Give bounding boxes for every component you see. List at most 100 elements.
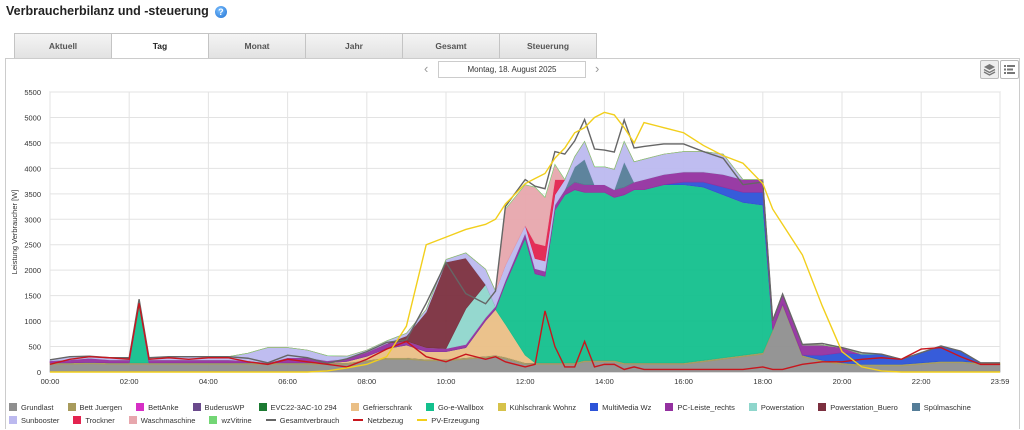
- y-axis-ticks: 0 500 1000 1500 2000 2500 3000 3500 4000 4500 5000…: [24, 88, 41, 377]
- legend-item[interactable]: BettAnke: [136, 403, 179, 412]
- legend-swatch: [192, 403, 201, 411]
- tab-monat[interactable]: Monat: [208, 33, 305, 59]
- date-display[interactable]: Montag, 18. August 2025: [438, 61, 586, 78]
- legend-label: Gesamtverbrauch: [279, 416, 340, 425]
- list-view-button[interactable]: [1000, 60, 1019, 79]
- legend-item[interactable]: Netzbezug: [353, 416, 403, 425]
- y-tick-label: 2000: [24, 266, 41, 275]
- legend-swatch: [590, 403, 599, 411]
- legend-swatch: [748, 403, 757, 411]
- line-gesamtverbrauch: [49, 117, 1000, 365]
- legend-item[interactable]: Gesamtverbrauch: [265, 416, 340, 425]
- legend-label: Powerstation: [760, 403, 805, 412]
- legend-label: BuderusWP: [204, 403, 245, 412]
- legend-item[interactable]: Go-e-Wallbox: [426, 403, 484, 412]
- y-tick-label: 4500: [24, 139, 41, 148]
- tab-steuerung[interactable]: Steuerung: [499, 33, 597, 59]
- legend-item[interactable]: Kühlschrank Wohnz: [497, 403, 577, 412]
- y-tick-label: 3000: [24, 215, 41, 224]
- help-icon[interactable]: ?: [214, 5, 227, 18]
- x-tick-label: 12:00: [516, 377, 535, 386]
- legend-label: Grundlast: [21, 403, 54, 412]
- x-tick-label: 20:00: [833, 377, 852, 386]
- legend-item[interactable]: Grundlast: [9, 403, 54, 412]
- line-pv-erzeugung: [50, 111, 1000, 373]
- legend-item[interactable]: Gefrierschrank: [350, 403, 413, 412]
- legend-swatch: [9, 416, 17, 424]
- line-netzbezug: [49, 303, 1000, 371]
- legend-swatch: [417, 419, 428, 421]
- x-tick-label: 04:00: [199, 377, 218, 386]
- legend-item[interactable]: BuderusWP: [192, 403, 245, 412]
- legend-label: Waschmaschine: [140, 416, 196, 425]
- legend-item[interactable]: Sunbooster: [9, 416, 59, 425]
- y-tick-label: 2500: [24, 241, 41, 250]
- x-tick-label: 06:00: [278, 377, 297, 386]
- legend-swatch: [128, 416, 137, 424]
- x-tick-label: 08:00: [357, 377, 376, 386]
- y-tick-label: 5500: [24, 88, 41, 97]
- y-axis-label: Leistung Verbraucher [W]: [10, 190, 19, 275]
- tab-tag[interactable]: Tag: [111, 33, 208, 59]
- y-tick-label: 4000: [24, 164, 41, 173]
- x-tick-label: 22:00: [912, 377, 931, 386]
- legend-label: Netzbezug: [367, 416, 404, 425]
- legend-swatch: [353, 419, 364, 421]
- legend-item[interactable]: MultiMedia Wz: [590, 403, 651, 412]
- legend-label: Bett Juergen: [79, 403, 123, 412]
- legend-swatch: [9, 403, 17, 411]
- legend-label: Spülmaschine: [923, 403, 971, 412]
- y-tick-label: 0: [37, 368, 41, 377]
- legend-item[interactable]: EVC22-3AC-10 294: [258, 403, 337, 412]
- legend-label: MultiMedia Wz: [602, 403, 652, 412]
- legend-label: PV-Erzeugung: [431, 416, 480, 425]
- x-axis-ticks: 00:00 02:00 04:00 06:00 08:00 10:00 12:00 14:00…: [41, 377, 1010, 386]
- consumption-chart: 0 500 1000 1500 2000 2500 3000 3500 4000 4500 5000…: [10, 88, 1010, 386]
- chart-lines: [49, 111, 1000, 373]
- legend-item[interactable]: PV-Erzeugung: [417, 416, 480, 425]
- legend-swatch: [136, 403, 145, 411]
- page-title: Verbraucherbilanz und -steuerung?: [6, 4, 227, 18]
- stacked-view-button[interactable]: [980, 60, 999, 79]
- legend-label: Gefrierschrank: [362, 403, 413, 412]
- y-tick-label: 3500: [24, 190, 41, 199]
- legend-swatch: [67, 403, 76, 411]
- legend-swatch: [497, 403, 506, 411]
- x-tick-label: 02:00: [120, 377, 139, 386]
- legend-swatch: [426, 403, 435, 411]
- legend-label: Powerstation_Buero: [830, 403, 898, 412]
- x-tick-label: 10:00: [437, 377, 456, 386]
- legend-item[interactable]: wzVitrine: [209, 416, 252, 425]
- legend-swatch: [73, 416, 82, 424]
- legend-item[interactable]: Bett Juergen: [67, 403, 123, 412]
- legend-item[interactable]: Spülmaschine: [911, 403, 971, 412]
- next-day-button[interactable]: ›: [595, 61, 600, 76]
- legend-item[interactable]: PC-Leiste_rechts: [665, 403, 735, 412]
- y-tick-label: 1500: [24, 292, 41, 301]
- legend-item[interactable]: Powerstation: [748, 403, 805, 412]
- legend-label: Trockner: [85, 416, 115, 425]
- legend-swatch: [818, 403, 827, 411]
- x-tick-label: 23:59: [991, 377, 1010, 386]
- legend-swatch: [209, 416, 218, 424]
- legend-item[interactable]: Powerstation_Buero: [818, 403, 898, 412]
- legend-swatch: [350, 403, 359, 411]
- legend-label: BettAnke: [148, 403, 179, 412]
- legend-label: wzVitrine: [221, 416, 252, 425]
- prev-day-button[interactable]: ‹: [424, 61, 429, 76]
- x-tick-label: 00:00: [41, 377, 60, 386]
- series-area-wzvitrine: [49, 140, 1000, 364]
- y-tick-label: 1000: [24, 317, 41, 326]
- legend-item[interactable]: Trockner: [73, 416, 115, 425]
- list-icon: [1004, 65, 1015, 74]
- x-tick-label: 16:00: [674, 377, 693, 386]
- tab-aktuell[interactable]: Aktuell: [14, 33, 111, 59]
- x-tick-label: 14:00: [595, 377, 614, 386]
- x-tick-label: 18:00: [753, 377, 772, 386]
- legend-item[interactable]: Waschmaschine: [128, 416, 196, 425]
- legend-label: Kühlschrank Wohnz: [509, 403, 577, 412]
- legend-swatch: [911, 403, 920, 411]
- content-panel: [5, 58, 1020, 429]
- layers-icon: [983, 64, 996, 76]
- legend-swatch: [665, 403, 674, 411]
